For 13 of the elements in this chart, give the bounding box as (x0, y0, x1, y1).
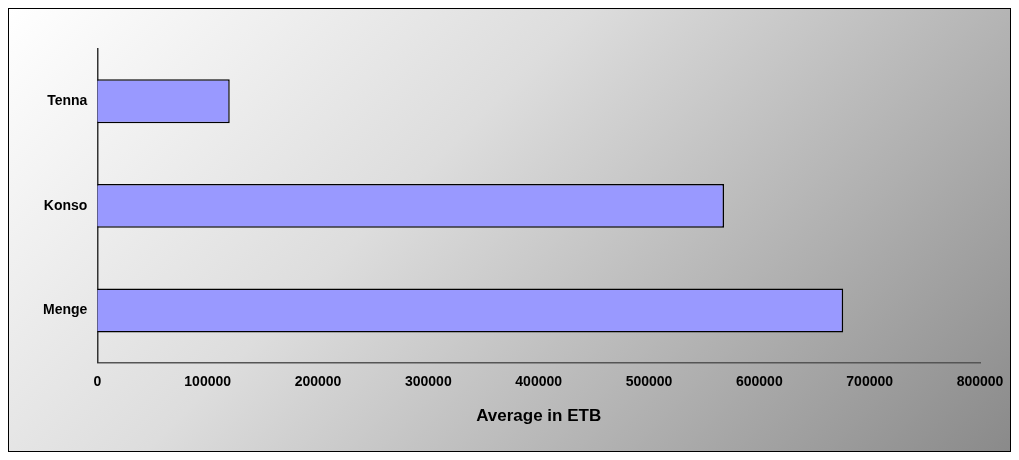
x-tick-label: 500000 (625, 373, 673, 390)
y-tick-label: Konso (43, 196, 88, 213)
x-tick-label: 600000 (735, 373, 783, 390)
x-tick-label: 200000 (294, 373, 342, 390)
x-tick-label: 700000 (846, 373, 894, 390)
y-tick-label: Tenna (47, 92, 88, 109)
x-axis-title: Average in ETB (476, 406, 602, 426)
x-tick-label: 400000 (515, 373, 563, 390)
x-tick-label: 300000 (404, 373, 452, 390)
x-tick-label: 100000 (184, 373, 232, 390)
x-tick-label: 0 (93, 373, 102, 390)
y-tick-label: Menge (42, 301, 88, 318)
x-tick-label: 800000 (956, 373, 1004, 390)
